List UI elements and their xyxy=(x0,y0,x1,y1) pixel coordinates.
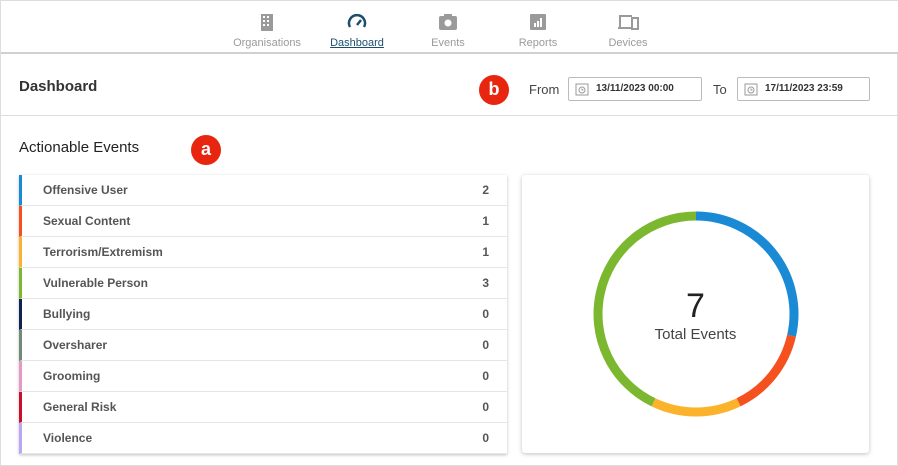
to-date-value: 17/11/2023 23:59 xyxy=(765,83,843,94)
to-label: To xyxy=(713,82,727,97)
nav-tab-reports[interactable]: Reports xyxy=(493,11,583,49)
event-count: 0 xyxy=(482,338,489,352)
event-row[interactable]: Offensive User 2 xyxy=(19,175,507,206)
from-date-input[interactable]: 13/11/2023 00:00 xyxy=(568,77,702,101)
from-date-value: 13/11/2023 00:00 xyxy=(596,83,674,94)
page-title: Dashboard xyxy=(19,78,98,95)
nav-tab-label: Devices xyxy=(608,37,648,49)
total-label: Total Events xyxy=(654,326,737,343)
nav-tab-events[interactable]: Events xyxy=(403,11,493,49)
event-category-list: Offensive User 2 Sexual Content 1 Terrorism/… xyxy=(19,175,507,454)
event-count: 2 xyxy=(482,183,489,197)
donut-slice-vulnerable-person[interactable] xyxy=(593,211,697,407)
event-label: Oversharer xyxy=(43,338,108,352)
event-row[interactable]: Bullying 0 xyxy=(19,299,507,330)
building-icon xyxy=(261,14,273,31)
calendar-clock-icon xyxy=(744,83,758,96)
event-count: 0 xyxy=(482,369,489,383)
nav-tab-dashboard[interactable]: Dashboard xyxy=(312,11,402,49)
event-label: Vulnerable Person xyxy=(43,276,148,290)
nav-tab-label: Reports xyxy=(518,37,558,49)
dashboard-header: Dashboard b From 13/11/2023 00:00 To 17/… xyxy=(1,54,898,116)
event-row[interactable]: Vulnerable Person 3 xyxy=(19,268,507,299)
event-count: 3 xyxy=(482,276,489,290)
event-count: 0 xyxy=(482,400,489,414)
donut-slice-terrorism-extremism[interactable] xyxy=(651,398,741,417)
devices-icon xyxy=(618,15,639,30)
calendar-clock-icon xyxy=(575,83,589,96)
event-label: General Risk xyxy=(43,400,117,414)
speedometer-icon xyxy=(347,13,367,28)
event-row[interactable]: Violence 0 xyxy=(19,423,507,454)
nav-tab-label: Organisations xyxy=(233,37,301,49)
section-title: Actionable Events xyxy=(19,139,140,156)
event-row[interactable]: Grooming 0 xyxy=(19,361,507,392)
annotation-badge-b: b xyxy=(479,75,509,105)
event-label: Sexual Content xyxy=(43,214,131,228)
event-label: Bullying xyxy=(43,307,91,321)
donut-chart xyxy=(593,211,799,417)
event-row[interactable]: Sexual Content 1 xyxy=(19,206,507,237)
donut-slice-offensive-user[interactable] xyxy=(695,211,799,337)
camera-icon xyxy=(439,14,457,30)
event-row[interactable]: Oversharer 0 xyxy=(19,330,507,361)
event-row[interactable]: Terrorism/Extremism 1 xyxy=(19,237,507,268)
nav-tab-devices[interactable]: Devices xyxy=(583,11,673,49)
event-count: 0 xyxy=(482,431,489,445)
annotation-badge-a: a xyxy=(191,135,221,165)
top-nav: Organisations Dashboard Events Reports Devic… xyxy=(1,1,898,54)
event-label: Grooming xyxy=(43,369,101,383)
donut-slice-sexual-content[interactable] xyxy=(736,334,796,407)
nav-tab-organisations[interactable]: Organisations xyxy=(222,11,312,49)
event-count: 1 xyxy=(482,245,489,259)
nav-tab-label: Dashboard xyxy=(330,37,384,49)
total-count: 7 xyxy=(686,287,705,325)
from-label: From xyxy=(529,82,560,97)
event-label: Offensive User xyxy=(43,183,128,197)
event-label: Violence xyxy=(43,431,93,445)
event-row[interactable]: General Risk 0 xyxy=(19,392,507,423)
event-count: 0 xyxy=(482,307,489,321)
event-label: Terrorism/Extremism xyxy=(43,245,163,259)
nav-tab-label: Events xyxy=(431,37,465,49)
to-date-input[interactable]: 17/11/2023 23:59 xyxy=(737,77,870,101)
donut-card: 7 Total Events xyxy=(522,175,869,453)
report-chart-icon xyxy=(530,14,546,30)
event-count: 1 xyxy=(482,214,489,228)
